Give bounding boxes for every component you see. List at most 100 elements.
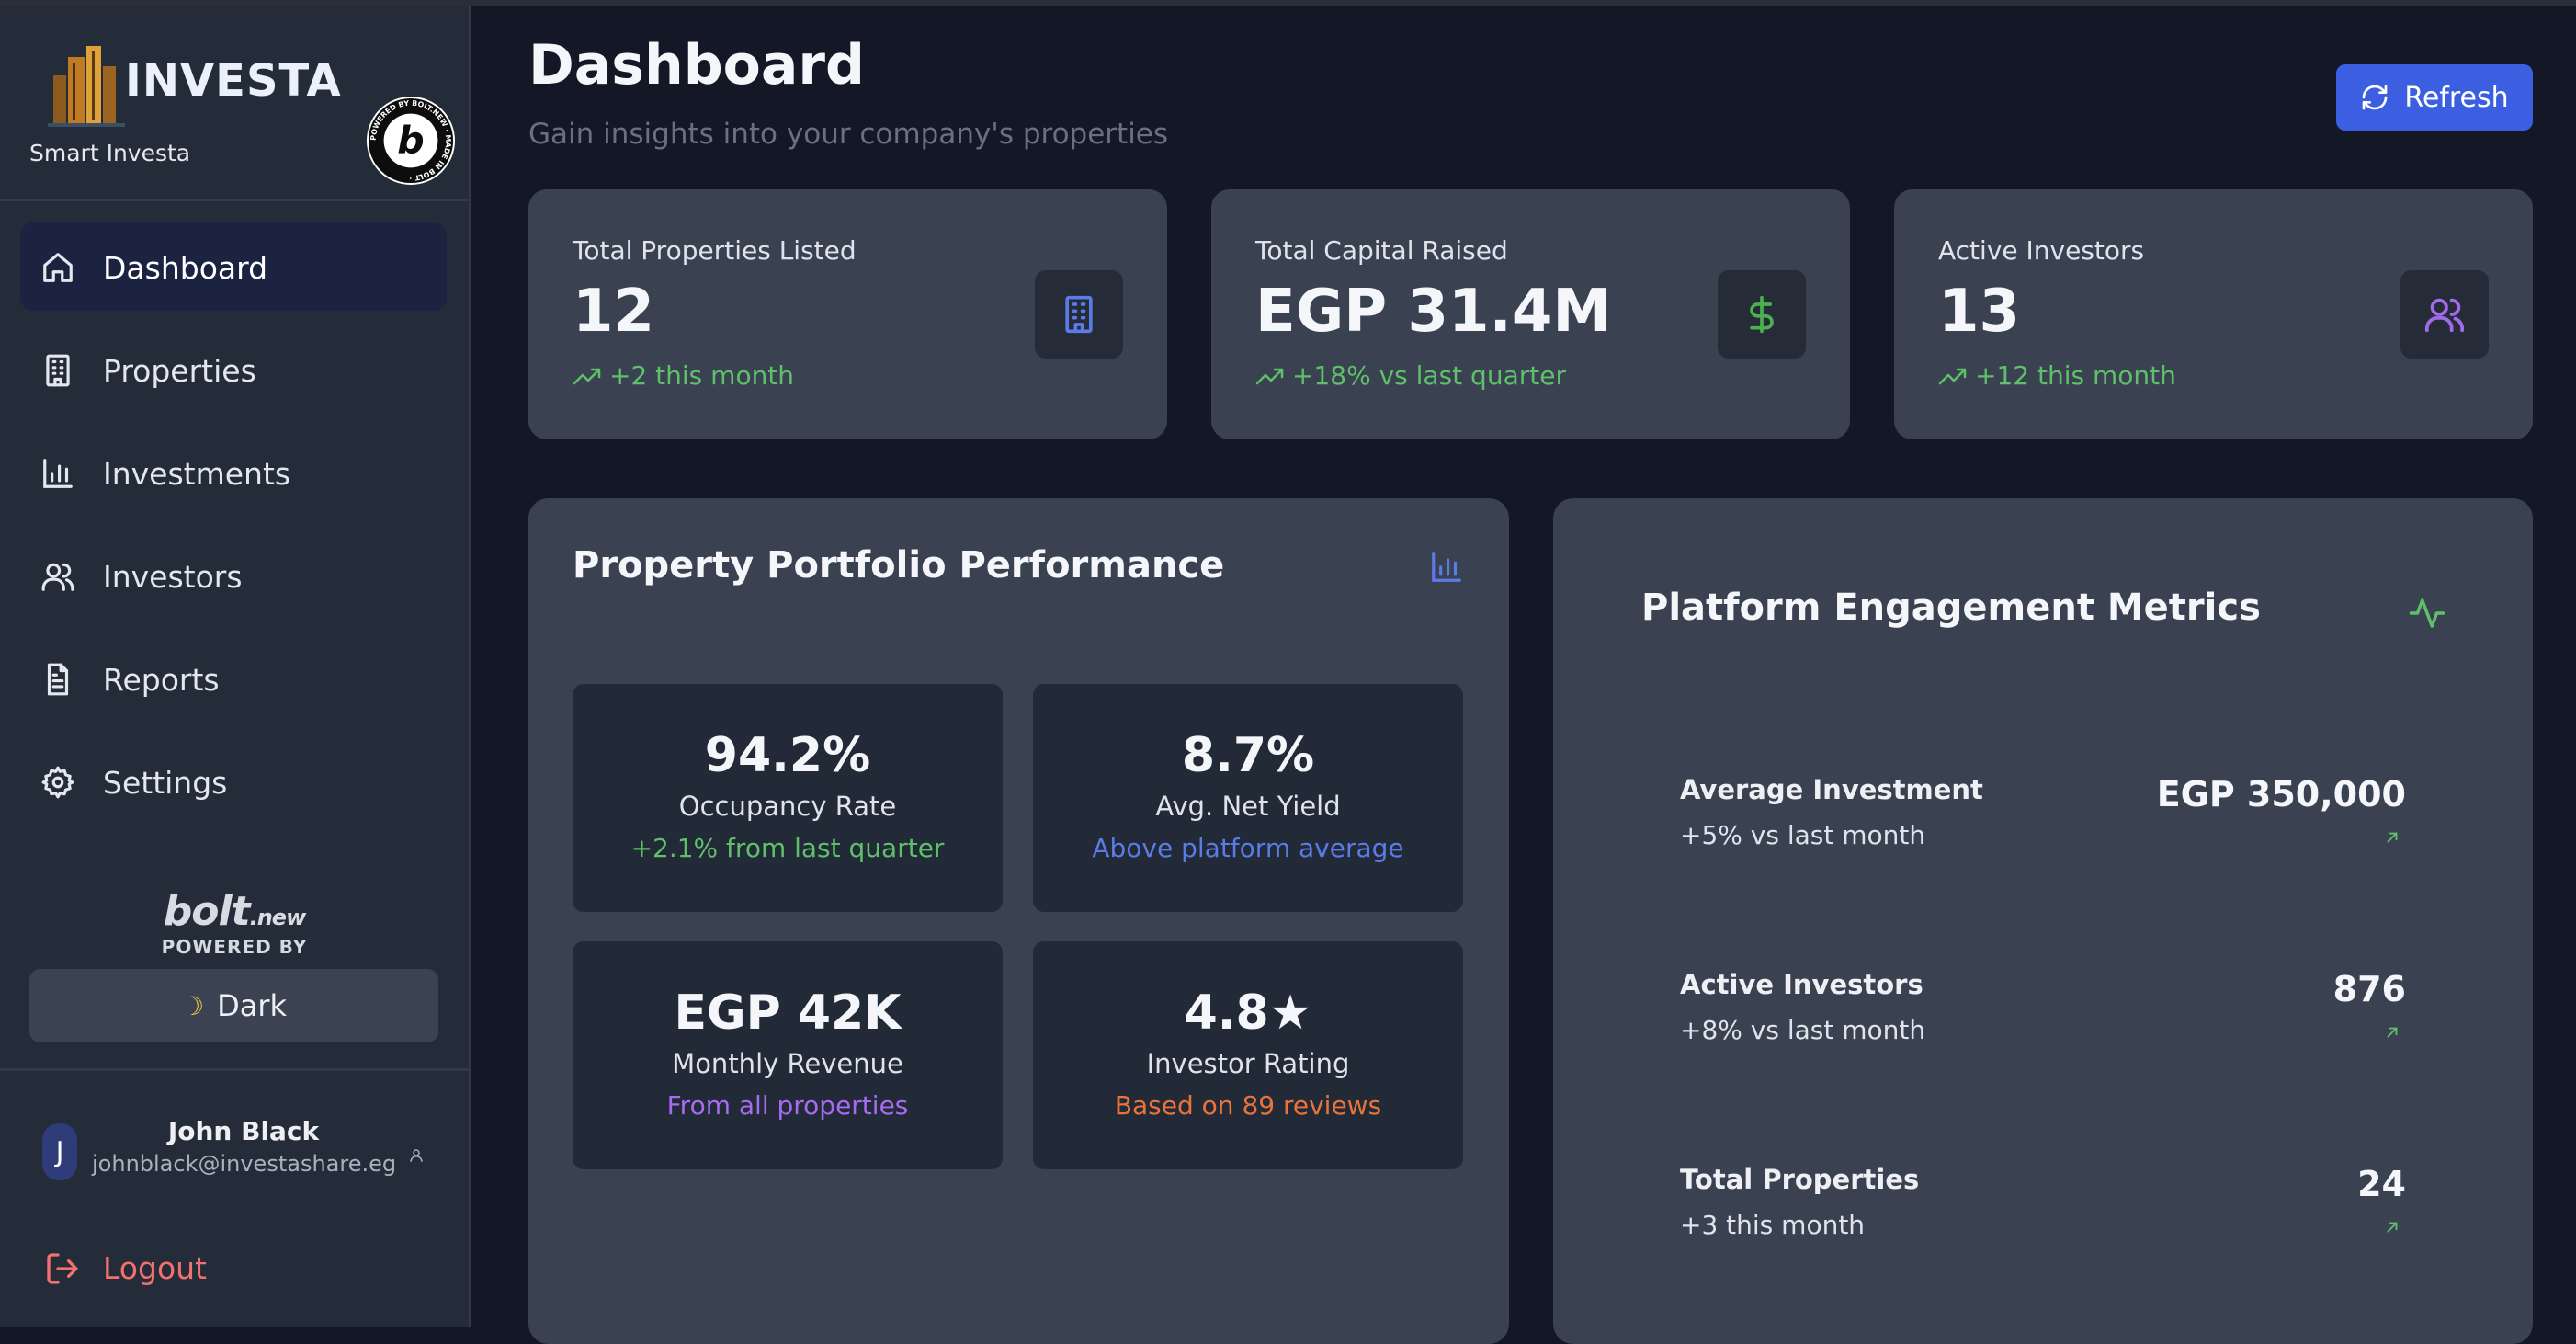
logout-button[interactable]: Logout (40, 1247, 316, 1293)
user-profile[interactable]: J John Black johnblack@investashare.eg (0, 1081, 469, 1191)
metric-value: 94.2% (704, 728, 871, 783)
arrow-up-right-icon (2387, 1027, 2398, 1038)
trending-up-icon (1255, 368, 1284, 385)
user-name: John Black (167, 1116, 320, 1146)
sidebar-item-label: Investments (103, 456, 291, 492)
stat-card-properties: Total Properties Listed 12 +2 this month (528, 189, 1167, 439)
engagement-subtext: +5% vs last month (1680, 820, 1926, 850)
sidebar-item-label: Reports (103, 662, 220, 698)
stat-label: Total Capital Raised (1255, 235, 1508, 266)
refresh-icon (2363, 85, 2388, 110)
engagement-subtext: +8% vs last month (1680, 1015, 1926, 1045)
engagement-subtext: +3 this month (1680, 1210, 1866, 1240)
sidebar-divider (0, 1068, 469, 1071)
bar-chart-icon (43, 459, 73, 488)
metric-subtext: +2.1% from last quarter (630, 833, 945, 863)
moon-icon: ☽ (180, 990, 205, 1021)
brand-name: INVESTA (125, 55, 342, 107)
engagement-value: EGP 350,000 (2156, 774, 2406, 814)
users-icon (2424, 298, 2465, 333)
metric-subtext: From all properties (666, 1090, 909, 1121)
sidebar-item-label: Properties (103, 353, 256, 389)
file-text-icon (47, 663, 69, 696)
page-subtitle: Gain insights into your company's proper… (528, 118, 1169, 151)
metric-subtext: Above platform average (1092, 833, 1404, 863)
stat-card-investors: Active Investors 13 +12 this month (1894, 189, 2533, 439)
stat-icon-box (2400, 270, 2489, 359)
gear-icon (41, 766, 74, 799)
activity-icon[interactable] (2408, 594, 2446, 632)
engagement-value: 876 (2332, 969, 2406, 1009)
metric-investor-rating: 4.8★ Investor Rating Based on 89 reviews (1033, 941, 1463, 1169)
home-icon (43, 253, 73, 282)
logout-label: Logout (103, 1250, 207, 1286)
panel-title: Property Portfolio Performance (573, 544, 1225, 587)
theme-toggle-label: Dark (217, 988, 288, 1023)
svg-text:b: b (397, 119, 424, 163)
sidebar-item-label: Investors (103, 559, 243, 595)
stat-icon-box (1718, 270, 1806, 359)
engagement-label: Total Properties (1680, 1164, 1920, 1195)
refresh-button[interactable]: Refresh (2336, 64, 2533, 131)
stat-card-capital: Total Capital Raised EGP 31.4M +18% vs l… (1211, 189, 1850, 439)
metric-subtext: Based on 89 reviews (1114, 1090, 1382, 1121)
stat-value: 13 (1938, 278, 2021, 346)
stat-label: Active Investors (1938, 235, 2145, 266)
sidebar-nav: Dashboard Properties Investments Investo… (20, 222, 447, 840)
arrow-up-right-icon (2387, 832, 2398, 843)
avatar: J (42, 1123, 77, 1180)
trending-up-icon (1938, 368, 1967, 385)
investa-logo-icon (48, 46, 125, 127)
engagement-value: 24 (2357, 1164, 2406, 1204)
dollar-icon (1750, 295, 1774, 334)
building-icon (46, 354, 70, 387)
sidebar-item-label: Dashboard (103, 250, 268, 286)
metric-net-yield: 8.7% Avg. Net Yield Above platform avera… (1033, 684, 1463, 912)
panel-title: Platform Engagement Metrics (1641, 587, 2261, 629)
bolt-badge-icon[interactable]: b POWERED BY BOLT.NEW · MADE IN BOLT · (366, 96, 456, 186)
stat-trend: +18% vs last quarter (1255, 360, 1566, 391)
trending-up-icon (573, 368, 601, 385)
metric-occupancy-rate: 94.2% Occupancy Rate +2.1% from last qua… (573, 684, 1003, 912)
sidebar-item-properties[interactable]: Properties (20, 325, 447, 414)
metric-label: Monthly Revenue (672, 1048, 903, 1079)
sidebar-item-settings[interactable]: Settings (20, 737, 447, 826)
refresh-label: Refresh (2404, 81, 2509, 114)
metric-monthly-revenue: EGP 42K Monthly Revenue From all propert… (573, 941, 1003, 1169)
engagement-label: Active Investors (1680, 969, 1923, 1000)
metric-label: Avg. Net Yield (1155, 791, 1341, 822)
sidebar-item-investments[interactable]: Investments (20, 428, 447, 517)
users-icon (41, 563, 74, 591)
sidebar-divider (0, 199, 469, 201)
sidebar-item-investors[interactable]: Investors (20, 531, 447, 620)
engagement-label: Average Investment (1680, 774, 1983, 805)
engagement-metrics-panel: Platform Engagement Metrics (1553, 498, 2533, 1344)
stat-trend: +2 this month (573, 360, 794, 391)
portfolio-performance-panel: Property Portfolio Performance 94.2% Occ… (528, 498, 1509, 1344)
metric-value: 4.8★ (1184, 985, 1312, 1041)
sidebar-item-label: Settings (103, 765, 228, 801)
stat-icon-box (1035, 270, 1123, 359)
theme-toggle-button[interactable]: ☽ Dark (29, 969, 438, 1042)
engagement-row-active-investors: Active Investors +8% vs last month 876 (1680, 969, 2406, 1088)
sidebar-item-reports[interactable]: Reports (20, 634, 447, 723)
logout-icon (47, 1253, 78, 1284)
brand-tagline: Smart Investa (29, 140, 191, 166)
metric-value: EGP 42K (674, 985, 902, 1041)
bolt-new-logo[interactable]: bolt.new (163, 888, 306, 935)
user-icon[interactable] (408, 1147, 425, 1164)
metric-value: 8.7% (1181, 728, 1315, 783)
stat-value: 12 (573, 278, 655, 346)
brand-header: INVESTA Smart Investa b POWERED BY BOLT.… (29, 33, 461, 199)
page-title: Dashboard (528, 33, 865, 97)
stat-trend: +12 this month (1938, 360, 2176, 391)
metric-label: Occupancy Rate (678, 791, 897, 822)
arrow-up-right-icon (2387, 1222, 2398, 1233)
engagement-row-total-properties: Total Properties +3 this month 24 (1680, 1164, 2406, 1283)
stat-label: Total Properties Listed (573, 235, 857, 266)
sidebar: INVESTA Smart Investa b POWERED BY BOLT.… (0, 6, 471, 1327)
stat-value: EGP 31.4M (1255, 278, 1612, 346)
bar-chart-icon[interactable] (1429, 550, 1464, 585)
sidebar-item-dashboard[interactable]: Dashboard (20, 222, 447, 311)
window-top-edge (0, 0, 2576, 6)
